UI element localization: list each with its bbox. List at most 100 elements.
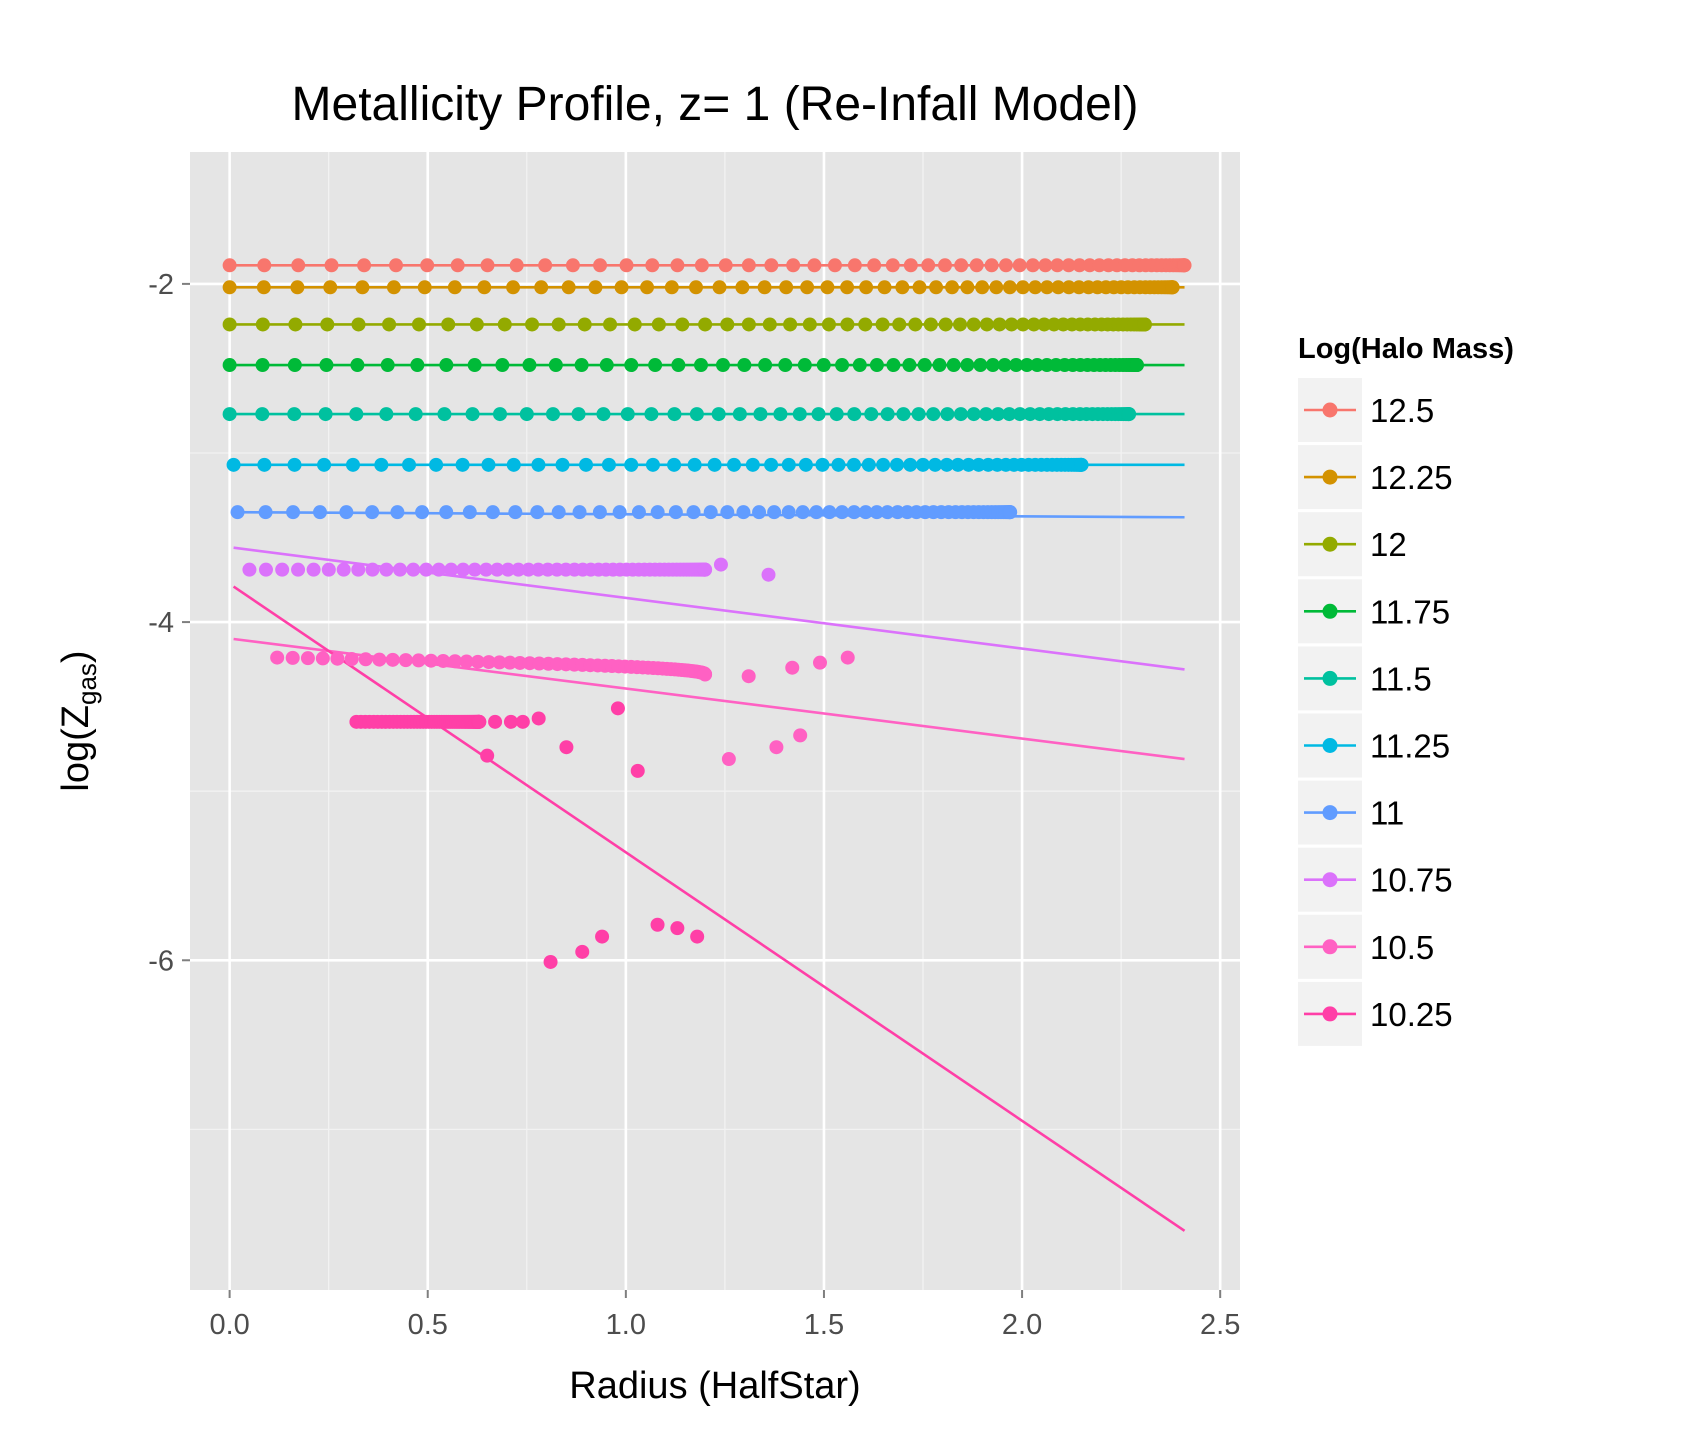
data-point [889,457,904,472]
data-point [953,407,968,422]
data-point [711,407,726,422]
data-point [915,457,930,472]
data-points [222,258,1192,969]
data-point [1082,258,1097,273]
data-point [287,457,302,472]
data-point [979,407,994,422]
data-point [686,505,701,520]
data-point [822,505,837,520]
data-point [1122,407,1137,422]
data-point [459,654,474,669]
series-points-10.75 [242,557,776,582]
data-point [392,562,407,577]
data-point [961,457,976,472]
data-point [847,407,862,422]
data-point [946,358,961,373]
data-point [668,505,683,520]
data-point [929,280,944,295]
data-point [222,407,237,422]
data-point [374,457,389,472]
data-point [538,258,553,273]
data-point [703,505,718,520]
data-point [687,457,702,472]
data-point [689,280,704,295]
data-point [800,280,815,295]
data-point [858,317,873,332]
data-point [595,929,610,944]
data-point [778,358,793,373]
data-point [406,562,421,577]
data-point [741,258,756,273]
legend-label-11.5: 11.5 [1370,660,1432,697]
data-point [351,317,366,332]
data-point [950,457,965,472]
data-point [698,317,713,332]
data-point [945,280,960,295]
y-axis-title-close-paren: ) [55,650,97,663]
data-point [612,505,627,520]
data-point [928,457,943,472]
y-tick-label: -2 [148,269,174,301]
data-point [820,280,835,295]
data-point [773,407,788,422]
data-point [402,457,417,472]
data-point [793,728,808,743]
data-point [975,280,990,295]
data-point [242,562,257,577]
data-point [481,457,496,472]
data-point [1137,317,1152,332]
data-point [480,258,495,273]
data-point [470,654,485,669]
data-point [574,358,589,373]
data-point [492,407,507,422]
data-point [339,505,354,520]
data-point [1002,407,1017,422]
legend-point [1322,536,1338,552]
data-point [670,921,685,936]
data-point [444,562,459,577]
data-point [693,358,708,373]
data-point [429,457,444,472]
data-point [441,317,456,332]
data-point [785,660,800,675]
data-point [960,280,975,295]
data-point [835,358,850,373]
data-point [721,752,736,767]
data-point [815,457,830,472]
data-point [345,457,360,472]
data-point [300,651,315,666]
data-point [385,652,400,667]
legend-point [1322,872,1338,888]
data-point [545,407,560,422]
data-point [485,505,500,520]
data-point [599,358,614,373]
data-point [270,650,285,665]
data-point [467,562,482,577]
legend-label-11.25: 11.25 [1370,728,1450,765]
data-point [610,701,625,716]
data-point [752,505,767,520]
data-point [561,280,576,295]
x-axis-title: Radius (HalfStar) [569,1365,860,1407]
data-point [645,457,660,472]
data-point [712,280,727,295]
data-point [365,505,380,520]
data-point [877,280,892,295]
legend-label-10.25: 10.25 [1370,996,1453,1033]
data-point [852,358,867,373]
data-point [992,317,1007,332]
data-point [876,457,891,472]
x-tick-label: 2.5 [1200,1309,1240,1341]
data-point [875,317,890,332]
data-point [410,358,425,373]
data-point [624,457,639,472]
legend-point [1322,805,1338,821]
data-point [465,407,480,422]
y-axis-title-symbol: Z [55,705,97,728]
data-point [650,917,665,932]
data-point [847,258,862,273]
data-point [596,407,611,422]
data-point [939,457,954,472]
data-point [462,505,477,520]
data-point [312,505,327,520]
